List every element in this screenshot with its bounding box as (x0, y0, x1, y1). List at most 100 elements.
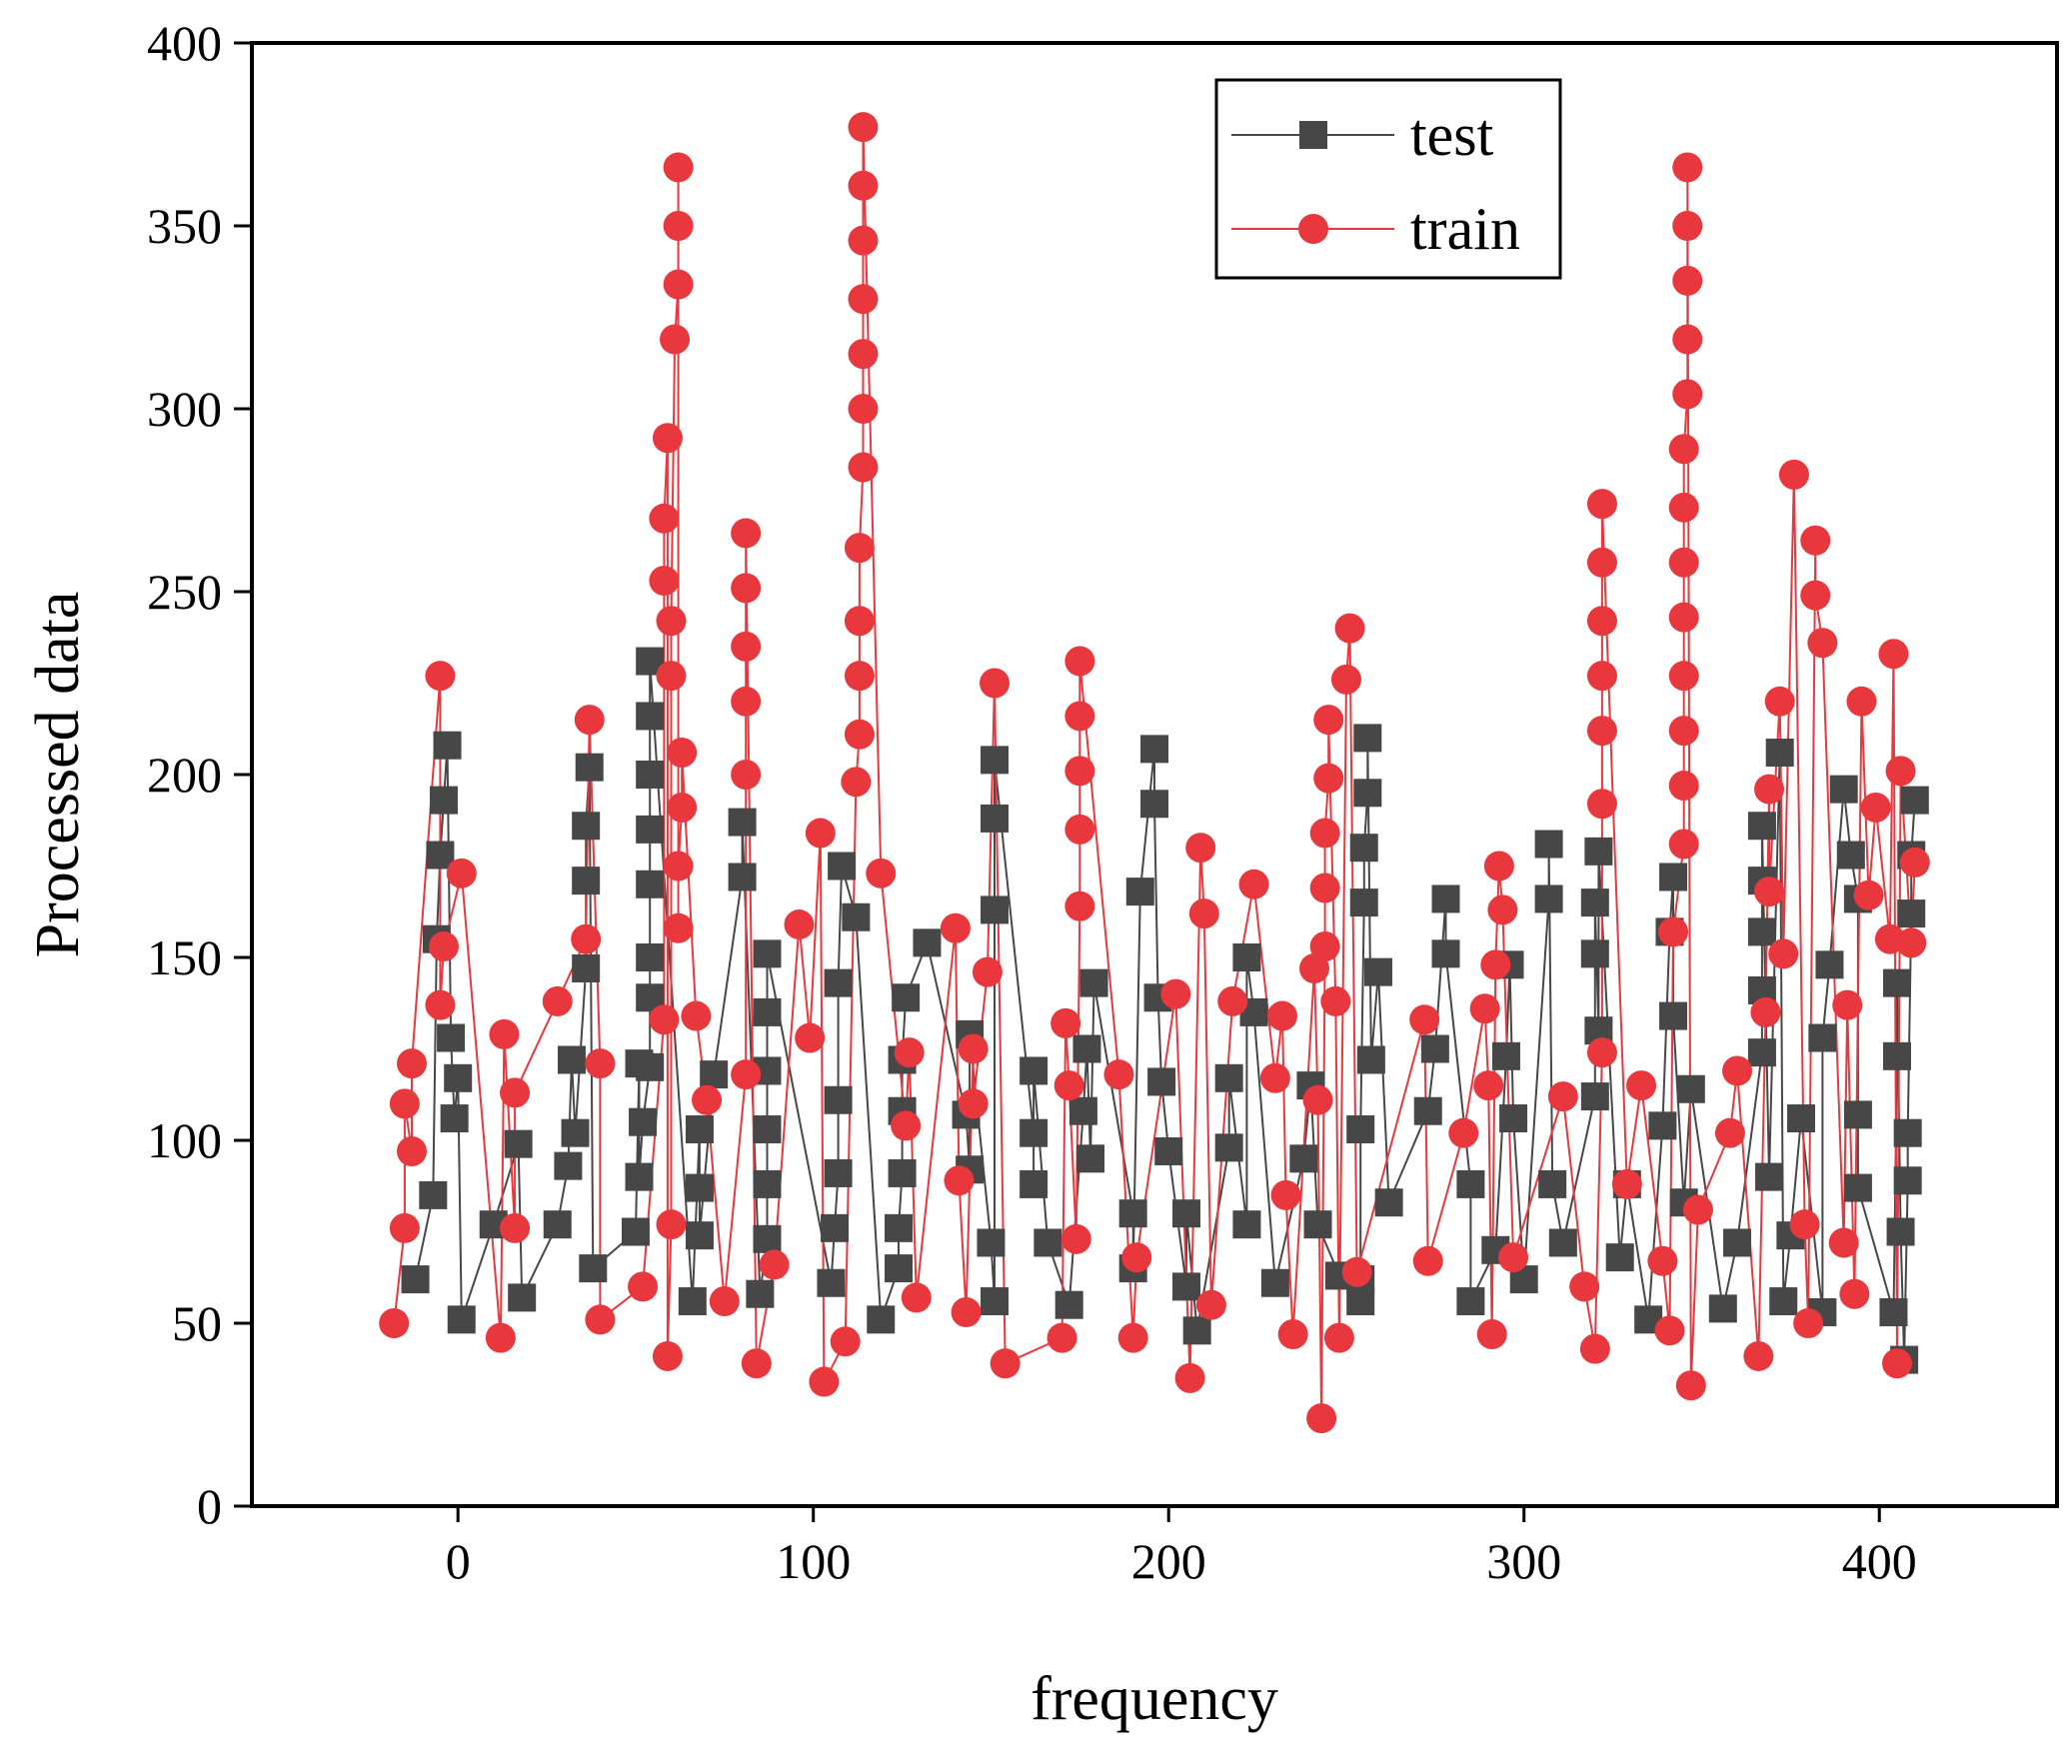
data-point-train (1103, 1059, 1134, 1090)
data-point-train (1586, 606, 1617, 637)
data-point-test (1374, 1188, 1403, 1217)
data-point-test (867, 1305, 896, 1334)
data-point-train (731, 686, 762, 717)
data-point-test (1303, 1210, 1332, 1239)
data-point-test (700, 1060, 729, 1089)
data-point-train (1302, 1084, 1333, 1115)
data-point-test (1815, 950, 1844, 979)
data-point-test (824, 968, 853, 997)
data-point-train (1832, 989, 1863, 1020)
data-point-test (1140, 735, 1168, 764)
data-point-train (1064, 756, 1095, 787)
data-point-train (660, 324, 691, 355)
data-point-train (628, 1271, 659, 1302)
x-tick-label: 0 (446, 1533, 471, 1589)
data-point-train (446, 858, 477, 888)
data-point-train (1611, 1168, 1642, 1199)
data-point-test (1214, 1133, 1243, 1162)
data-point-train (1586, 716, 1617, 747)
data-point-train (1320, 985, 1351, 1016)
data-point-test (1893, 1166, 1922, 1195)
data-point-train (1579, 1333, 1610, 1364)
data-point-train (585, 1304, 616, 1335)
data-point-train (1722, 1055, 1753, 1086)
x-tick-label: 200 (1131, 1533, 1206, 1589)
data-point-train (1668, 829, 1699, 860)
data-point-train (585, 1048, 616, 1079)
data-point-train (1313, 705, 1344, 736)
data-point-test (1584, 837, 1613, 866)
data-point-test (629, 1107, 658, 1136)
data-point-train (848, 170, 879, 201)
data-point-test (885, 1254, 914, 1283)
data-point-test (1808, 1023, 1837, 1052)
data-point-test (447, 1305, 476, 1334)
data-point-test (1020, 1169, 1048, 1198)
data-point-test (981, 804, 1010, 833)
data-point-test (437, 1023, 466, 1052)
data-point-test (1079, 968, 1108, 997)
data-point-train (1476, 1318, 1507, 1349)
y-tick-label: 200 (147, 747, 222, 803)
x-axis-title: frequency (1031, 1665, 1278, 1733)
data-point-train (1121, 1242, 1152, 1273)
data-point-test (561, 1118, 590, 1147)
data-point-train (1586, 661, 1617, 692)
data-point-train (866, 858, 897, 888)
data-point-train (428, 931, 459, 962)
data-point-train (1846, 686, 1877, 717)
data-point-train (1053, 1070, 1084, 1101)
data-point-train (663, 851, 694, 882)
data-point-train (692, 1084, 723, 1115)
data-point-train (1306, 1403, 1337, 1434)
data-point-test (1140, 790, 1168, 819)
data-point-train (425, 661, 456, 692)
data-point-train (1586, 1037, 1617, 1068)
data-point-train (1853, 880, 1884, 910)
data-point-train (848, 452, 879, 483)
data-point-train (656, 1209, 687, 1240)
data-point-train (489, 1018, 520, 1049)
data-point-test (824, 1085, 853, 1114)
data-point-train (1626, 1070, 1657, 1101)
y-tick-label: 250 (147, 564, 222, 620)
data-point-train (500, 1212, 531, 1243)
data-point-train (759, 1249, 790, 1280)
data-point-test (1897, 899, 1926, 928)
data-point-test (753, 997, 782, 1026)
data-point-train (1750, 996, 1781, 1027)
data-point-test (1747, 917, 1776, 946)
data-point-test (678, 1287, 707, 1316)
data-point-train (389, 1088, 420, 1119)
data-point-test (753, 1115, 782, 1144)
data-point-test (1353, 724, 1382, 753)
y-tick-label: 0 (197, 1478, 222, 1534)
data-point-test (1020, 1118, 1048, 1147)
data-point-test (1232, 943, 1261, 971)
data-point-train (1658, 916, 1689, 947)
data-point-test (504, 1129, 533, 1158)
data-point-train (972, 956, 1003, 987)
data-point-test (1054, 1290, 1083, 1319)
data-point-train (1064, 646, 1095, 677)
data-point-train (844, 533, 875, 564)
data-point-test (636, 761, 665, 789)
data-point-train (663, 912, 694, 943)
data-point-train (1480, 949, 1511, 980)
data-point-train (500, 1077, 531, 1108)
data-point-test (572, 867, 601, 895)
y-tick-label: 400 (147, 15, 222, 71)
data-point-train (656, 661, 687, 692)
data-point-train (652, 423, 683, 454)
data-point-test (753, 1224, 782, 1253)
data-point-test (1171, 1272, 1200, 1301)
data-point-train (1899, 847, 1930, 878)
data-point-test (746, 1279, 775, 1308)
data-point-train (656, 606, 687, 637)
y-axis: 0 50 100 150 200 250 300 350 400 (147, 15, 252, 1534)
data-point-train (891, 1110, 922, 1141)
data-point-train (542, 985, 573, 1016)
data-point-test (1420, 1034, 1449, 1063)
data-point-train (1323, 1322, 1354, 1353)
data-point-test (981, 746, 1010, 775)
